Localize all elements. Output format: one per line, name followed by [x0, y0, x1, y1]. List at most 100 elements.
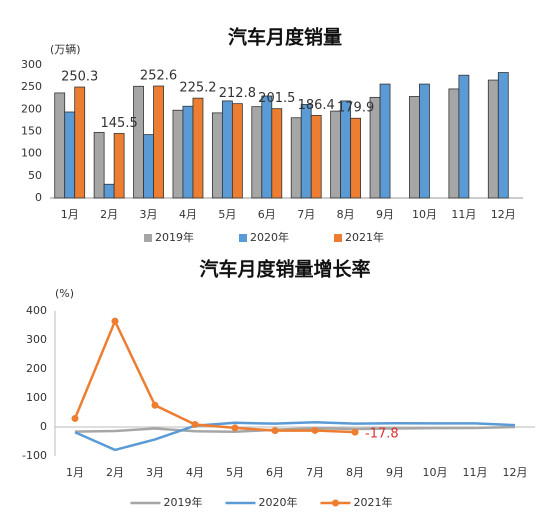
x-tick-label: 11月: [451, 208, 476, 221]
x-tick-label: 2月: [106, 466, 124, 479]
y-tick-label: 200: [26, 362, 47, 375]
legend-label: 2019年: [155, 230, 194, 244]
chart-title: 汽车月度销量: [228, 26, 342, 49]
y-tick-label: 250: [21, 80, 42, 93]
x-tick-label: 6月: [258, 208, 276, 221]
chart-title: 汽车月度销量增长率: [199, 258, 370, 281]
x-tick-label: 7月: [306, 466, 324, 479]
marker: [111, 317, 119, 325]
legend-marker: [332, 499, 339, 507]
data-label: -17.8: [365, 427, 399, 442]
data-label: 212.8: [219, 86, 256, 101]
data-label: 186.4: [298, 98, 335, 113]
x-tick-label: 8月: [346, 466, 364, 479]
bar: [113, 133, 125, 199]
y-axis-label: (万辆): [50, 42, 81, 56]
data-label: 145.5: [101, 116, 138, 131]
legend-swatch: [239, 234, 247, 242]
y-tick-label: 400: [26, 304, 47, 317]
x-tick-label: 6月: [266, 466, 284, 479]
legend-label: 2020年: [259, 495, 298, 509]
bar: [74, 86, 86, 199]
legend-label: 2021年: [345, 230, 384, 244]
y-tick-label: 150: [21, 125, 42, 138]
bar: [261, 95, 273, 199]
bar: [64, 111, 76, 199]
y-tick-label: 0: [40, 420, 47, 433]
x-tick-label: 5月: [226, 466, 244, 479]
y-axis-label: (%): [55, 287, 74, 300]
x-tick-label: 7月: [297, 208, 315, 221]
data-label: 179.9: [337, 101, 374, 116]
bar: [330, 110, 342, 199]
bar: [153, 85, 164, 199]
x-tick-label: 1月: [61, 208, 79, 221]
bar: [300, 104, 312, 199]
marker: [151, 401, 159, 409]
y-tick-label: 200: [21, 102, 42, 115]
bar: [192, 97, 204, 199]
line: [74, 420, 516, 452]
data-label: 252.6: [140, 69, 177, 84]
legend-swatch: [144, 234, 152, 242]
x-tick-label: 4月: [179, 208, 197, 221]
y-tick-label: 100: [26, 391, 47, 404]
bar: [143, 134, 154, 199]
bar: [103, 183, 115, 199]
marker: [311, 426, 319, 434]
legend-label: 2021年: [354, 495, 393, 509]
x-tick-label: 10月: [412, 208, 437, 221]
x-tick-label: 3月: [140, 208, 158, 221]
y-tick-label: -100: [22, 449, 47, 462]
legend-label: 2019年: [164, 495, 203, 509]
data-label: 225.2: [179, 81, 216, 96]
bar: [497, 72, 509, 199]
bar: [409, 96, 420, 199]
x-tick-label: 10月: [423, 466, 448, 479]
x-tick-label: 12月: [491, 208, 516, 221]
x-tick-label: 11月: [463, 466, 488, 479]
y-tick-label: 300: [21, 58, 42, 71]
bar: [211, 112, 223, 199]
x-tick-label: 9月: [376, 208, 394, 221]
legend-label: 2020年: [250, 230, 289, 244]
y-tick-label: 300: [26, 333, 47, 346]
bar: [310, 114, 322, 199]
line: [74, 425, 516, 434]
marker: [71, 414, 79, 422]
bar: [290, 117, 302, 199]
bar: [231, 103, 243, 199]
legend-swatch: [334, 234, 342, 242]
x-tick-label: 12月: [503, 466, 528, 479]
y-tick-label: 0: [35, 191, 42, 204]
bar: [458, 74, 470, 199]
y-tick-label: 100: [21, 147, 42, 160]
x-tick-label: 3月: [146, 466, 164, 479]
marker: [231, 424, 239, 432]
bar: [379, 83, 391, 199]
bar: [93, 131, 105, 199]
x-tick-label: 8月: [337, 208, 355, 221]
y-tick-label: 50: [28, 169, 42, 182]
bar: [419, 83, 430, 199]
marker: [191, 421, 199, 429]
x-tick-label: 1月: [66, 466, 84, 479]
line: [73, 318, 356, 434]
bar: [448, 88, 460, 199]
bar: [251, 106, 263, 199]
data-label: 250.3: [61, 70, 98, 85]
x-tick-label: 9月: [386, 466, 404, 479]
x-tick-label: 4月: [186, 466, 204, 479]
bar: [54, 92, 66, 199]
x-tick-label: 2月: [100, 208, 118, 221]
marker: [271, 427, 279, 435]
bar: [221, 100, 233, 199]
bar: [133, 85, 144, 199]
bar: [271, 108, 283, 199]
bar: [182, 105, 194, 199]
bar: [487, 79, 499, 199]
data-label: 201.5: [258, 91, 295, 106]
marker: [351, 428, 359, 436]
bar: [350, 117, 362, 199]
